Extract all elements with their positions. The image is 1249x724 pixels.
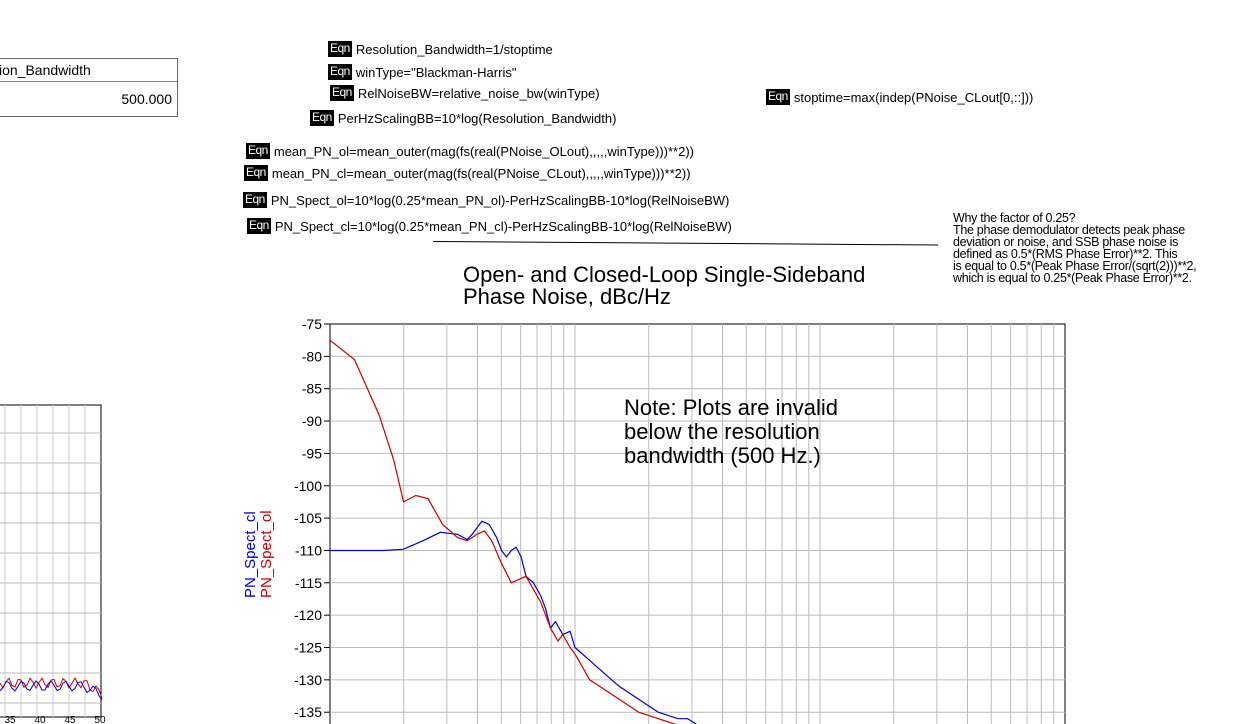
eqn-pn-spect-ol[interactable]: Eqn PN_Spect_ol=10*log(0.25*mean_PN_ol)-… [243, 192, 729, 208]
eqn-icon[interactable]: Eqn [247, 218, 271, 234]
eqn-resolution-bandwidth[interactable]: Eqn Resolution_Bandwidth=1/stoptime [328, 41, 553, 57]
eqn-mean-pn-cl[interactable]: Eqn mean_PN_cl=mean_outer(mag(fs(real(PN… [244, 165, 691, 181]
plot-title[interactable]: Open- and Closed-Loop Single-Sideband Ph… [463, 264, 865, 308]
factor-annotation[interactable]: Why the factor of 0.25? The phase demodu… [953, 211, 1197, 285]
y-tick-label: -85 [302, 381, 322, 397]
eqn-icon[interactable]: Eqn [246, 143, 270, 159]
left-x-tick-label: 35 [4, 715, 16, 724]
eqn-text: Resolution_Bandwidth=1/stoptime [355, 41, 553, 57]
eqn-mean-pn-ol[interactable]: Eqn mean_PN_ol=mean_outer(mag(fs(real(PN… [246, 143, 694, 159]
eqn-wintype[interactable]: Eqn winType="Blackman-Harris" [328, 64, 516, 80]
y-tick-label: -80 [302, 348, 322, 364]
eqn-text: mean_PN_ol=mean_outer(mag(fs(real(PNoise… [273, 143, 695, 159]
plot-title-line: Open- and Closed-Loop Single-Sideband [463, 262, 866, 287]
y-tick-label: -110 [295, 542, 322, 558]
eqn-icon[interactable]: Eqn [330, 85, 354, 101]
plot-note-line: bandwidth (500 Hz.) [624, 443, 821, 468]
eqn-text: RelNoiseBW=relative_noise_bw(winType) [357, 85, 600, 101]
eqn-pn-spect-cl[interactable]: Eqn PN_Spect_cl=10*log(0.25*mean_PN_cl)-… [247, 218, 732, 234]
left-plot-frame [0, 404, 102, 718]
eqn-perhzscaling[interactable]: Eqn PerHzScalingBB=10*log(Resolution_Ban… [310, 110, 616, 126]
eqn-icon[interactable]: Eqn [310, 110, 334, 126]
eqn-icon[interactable]: Eqn [328, 41, 352, 57]
left-x-tick-label: 40 [34, 715, 46, 724]
eqn-icon[interactable]: Eqn [766, 89, 790, 105]
annotation-line: deviation or noise, and SSB phase noise … [953, 235, 1179, 249]
y-tick-label: -95 [302, 445, 322, 461]
y-tick-label: -105 [294, 510, 322, 526]
y-tick-label: -125 [294, 640, 322, 656]
eqn-text: PerHzScalingBB=10*log(Resolution_Bandwid… [337, 110, 617, 126]
eqn-text: stoptime=max(indep(PNoise_CLout[0,::])) [793, 89, 1034, 105]
eqn-icon[interactable]: Eqn [243, 192, 267, 208]
plot-note-line: Note: Plots are invalid [624, 395, 838, 420]
left-x-tick-label: 45 [64, 715, 76, 724]
y-tick-label: -130 [294, 672, 322, 688]
eqn-icon[interactable]: Eqn [244, 165, 268, 181]
left-series-blue [0, 680, 103, 701]
eqn-text: PN_Spect_ol=10*log(0.25*mean_PN_ol)-PerH… [270, 192, 730, 208]
left-series-red [0, 676, 103, 699]
y-tick-label: -135 [294, 704, 322, 720]
annotation-line: is equal to 0.5*(Peak Phase Error/(sqrt(… [953, 259, 1197, 273]
plot-note-line: below the resolution [624, 419, 820, 444]
left-x-tick-label: 50 [94, 715, 106, 724]
eqn-text: mean_PN_cl=mean_outer(mag(fs(real(PNoise… [271, 165, 691, 181]
plot-title-line: Phase Noise, dBc/Hz [463, 284, 671, 309]
y-tick-label: -115 [295, 575, 322, 591]
listing-header: ion_Bandwidth [0, 59, 177, 82]
series-line-PN_Spect_cl [330, 520, 697, 724]
left-plot[interactable]: 35 40 45 50 [0, 404, 106, 724]
eqn-relnoisebw[interactable]: Eqn RelNoiseBW=relative_noise_bw(winType… [330, 85, 600, 101]
y-tick-label: -75 [302, 316, 322, 332]
resolution-bandwidth-listing[interactable]: ion_Bandwidth 500.000 [0, 58, 178, 117]
y-tick-label: -90 [302, 413, 322, 429]
eqn-icon[interactable]: Eqn [328, 64, 352, 80]
eqn-text: winType="Blackman-Harris" [355, 64, 517, 80]
annotation-line: defined as 0.5*(RMS Phase Error)**2. Thi… [953, 247, 1178, 261]
y-tick-label: -120 [294, 607, 322, 623]
annotation-line: Why the factor of 0.25? [953, 211, 1076, 225]
annotation-line: The phase demodulator detects peak phase [953, 223, 1185, 237]
listing-value: 500.000 [121, 91, 172, 107]
plot-frame [329, 323, 1066, 724]
series-line-PN_Spect_ol [329, 339, 677, 724]
plot-note[interactable]: Note: Plots are invalid below the resolu… [624, 396, 838, 468]
y-tick-label: -100 [294, 478, 322, 494]
eqn-stoptime[interactable]: Eqn stoptime=max(indep(PNoise_CLout[0,::… [766, 89, 1033, 105]
eqn-text: PN_Spect_cl=10*log(0.25*mean_PN_cl)-PerH… [274, 218, 732, 234]
main-plot[interactable]: -75 -80 -85 -90 -95 -100 -105 -110 -115 -120 -125 -… [294, 316, 1066, 724]
annotation-line: which is equal to 0.25*(Peak Phase Error… [953, 271, 1192, 285]
